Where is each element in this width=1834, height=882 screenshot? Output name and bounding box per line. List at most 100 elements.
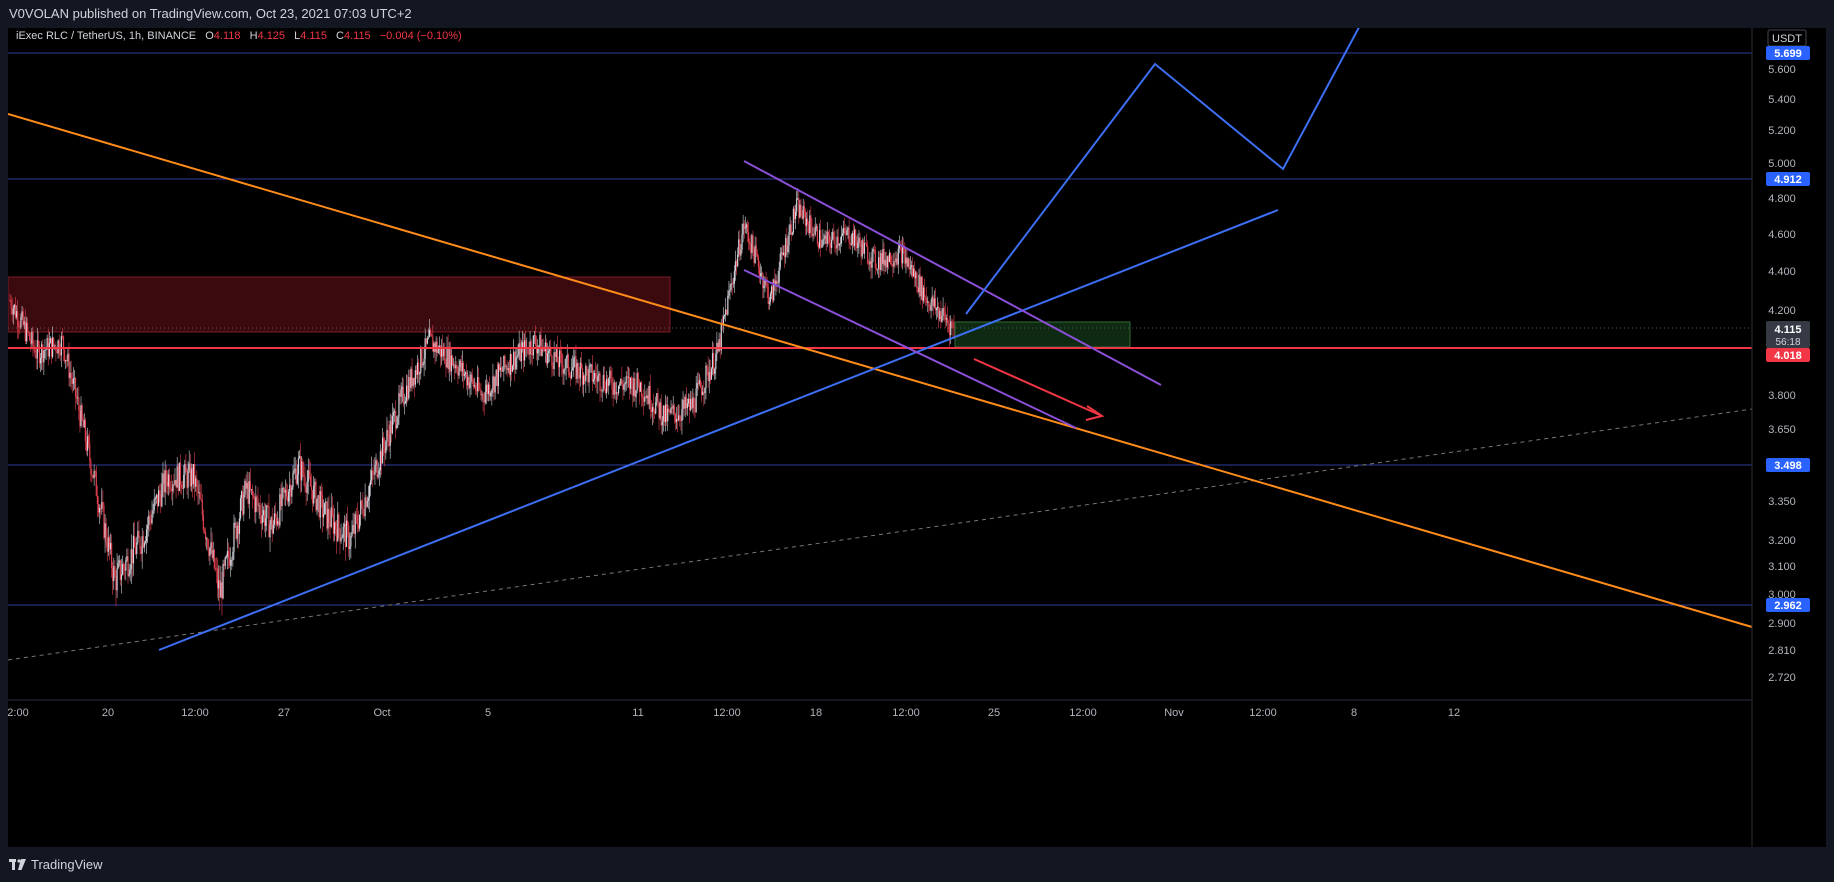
candle-body [321, 495, 324, 518]
symbol-legend[interactable]: iExec RLC / TetherUS, 1h, BINANCE O4.118… [16, 30, 462, 42]
candle-body [262, 510, 265, 516]
candle-body [797, 198, 799, 200]
candle-body [359, 514, 361, 529]
price-tick-label: 4.600 [1768, 229, 1796, 241]
tradingview-logo[interactable]: TradingView [9, 857, 103, 872]
candle-body [168, 474, 171, 489]
candle-body [143, 542, 145, 548]
candle-body [660, 402, 662, 426]
candle-body [711, 353, 714, 369]
price-tag-3498[interactable]: 3.498 [1766, 458, 1810, 472]
candle-body [752, 235, 754, 250]
candle-body [534, 335, 537, 346]
candle-body [206, 538, 208, 540]
candle-body [396, 424, 398, 428]
price-tick-label: 4.800 [1768, 193, 1796, 205]
candle-body [900, 246, 903, 264]
candle-body [478, 377, 480, 389]
candle-body [71, 378, 73, 384]
price-tag-last[interactable]: 4.115 56:18 [1766, 321, 1810, 348]
legend-symbol: iExec RLC / TetherUS, 1h, BINANCE [16, 30, 196, 42]
candle-body [707, 366, 709, 382]
candle-body [690, 398, 692, 411]
candle-body [310, 486, 313, 491]
candle-body [683, 399, 685, 409]
candle-body [361, 500, 363, 505]
candle-body [781, 252, 784, 256]
blue-support-trendline[interactable] [158, 209, 1279, 651]
time-ticks[interactable]: 2:00 20 12:00 27 Oct 5 11 12:00 18 12:00 25 12:00 No… [7, 707, 1460, 719]
price-tag-4912[interactable]: 4.912 [1766, 172, 1810, 186]
candle-body [896, 258, 898, 265]
candle-body [627, 376, 630, 378]
candle-body [454, 364, 456, 369]
candle-body [278, 521, 280, 526]
candle-body [443, 348, 445, 357]
candle-body [839, 243, 841, 244]
candle-body [558, 350, 561, 368]
candle-body [895, 258, 897, 262]
candle-body [456, 365, 458, 372]
candle-body [620, 378, 622, 385]
candle-body [623, 384, 625, 390]
resistance-zone[interactable] [7, 276, 671, 333]
candle-body [764, 279, 766, 286]
orange-trendline[interactable] [7, 113, 1753, 628]
candle-body [793, 208, 796, 220]
candle-body [280, 494, 282, 507]
candle-body [216, 568, 219, 589]
candle-body [389, 420, 391, 446]
tradingview-logo-text: TradingView [31, 857, 103, 872]
candle-body [314, 481, 316, 486]
candle-body [43, 350, 45, 363]
candle-body [845, 231, 847, 235]
candle-body [621, 378, 623, 385]
candle-body [171, 488, 173, 492]
candle-body [881, 253, 883, 264]
candle-body [768, 301, 770, 304]
price-tag-5699[interactable]: 5.699 [1766, 46, 1810, 60]
candle-body [670, 407, 672, 414]
candle-body [212, 549, 214, 558]
candle-body [65, 360, 67, 362]
projected-bullish-path[interactable] [965, 17, 1365, 315]
candle-body [649, 385, 651, 410]
chart-area[interactable]: 5.600 5.400 5.200 5.000 4.800 4.600 4.400 4.200… [7, 17, 1826, 847]
candle-body [251, 489, 254, 496]
candle-body [53, 337, 55, 346]
candle-body [921, 277, 923, 301]
candle-body [24, 321, 26, 342]
candle-body [390, 420, 392, 434]
channel-upper-line[interactable] [743, 160, 1162, 386]
projected-bearish-arrow[interactable] [973, 358, 1105, 421]
price-tag-4018[interactable]: 4.018 [1766, 348, 1810, 362]
candle-body [882, 248, 884, 264]
candle-body [219, 580, 221, 598]
candle-body [374, 465, 376, 475]
currency-badge[interactable]: USDT [1767, 29, 1807, 47]
candle-body [487, 384, 490, 395]
candle-body [199, 492, 201, 499]
price-tag-2962[interactable]: 2.962 [1766, 598, 1810, 612]
candle-body [403, 403, 406, 405]
candle-body [108, 537, 111, 550]
candle-body [354, 514, 356, 534]
candle-body [811, 226, 813, 236]
price-tick-label: 3.650 [1768, 424, 1796, 436]
candle-body [804, 211, 807, 226]
candle-body [312, 490, 314, 504]
candle-body [696, 382, 698, 389]
candle-body [935, 308, 938, 311]
chart-svg[interactable]: 5.600 5.400 5.200 5.000 4.800 4.600 4.400 4.200… [7, 17, 1826, 847]
candle-body [560, 350, 562, 354]
candle-body [704, 387, 706, 393]
dashed-trendline[interactable] [7, 408, 1753, 661]
candle-body [180, 484, 183, 488]
channel-lower-line[interactable] [743, 269, 1077, 429]
candle-body [813, 234, 815, 236]
price-scale[interactable] [1752, 28, 1826, 847]
candle-body [319, 491, 321, 518]
candle-body [291, 487, 293, 497]
candle-body [738, 239, 740, 255]
candle-body [886, 256, 888, 268]
